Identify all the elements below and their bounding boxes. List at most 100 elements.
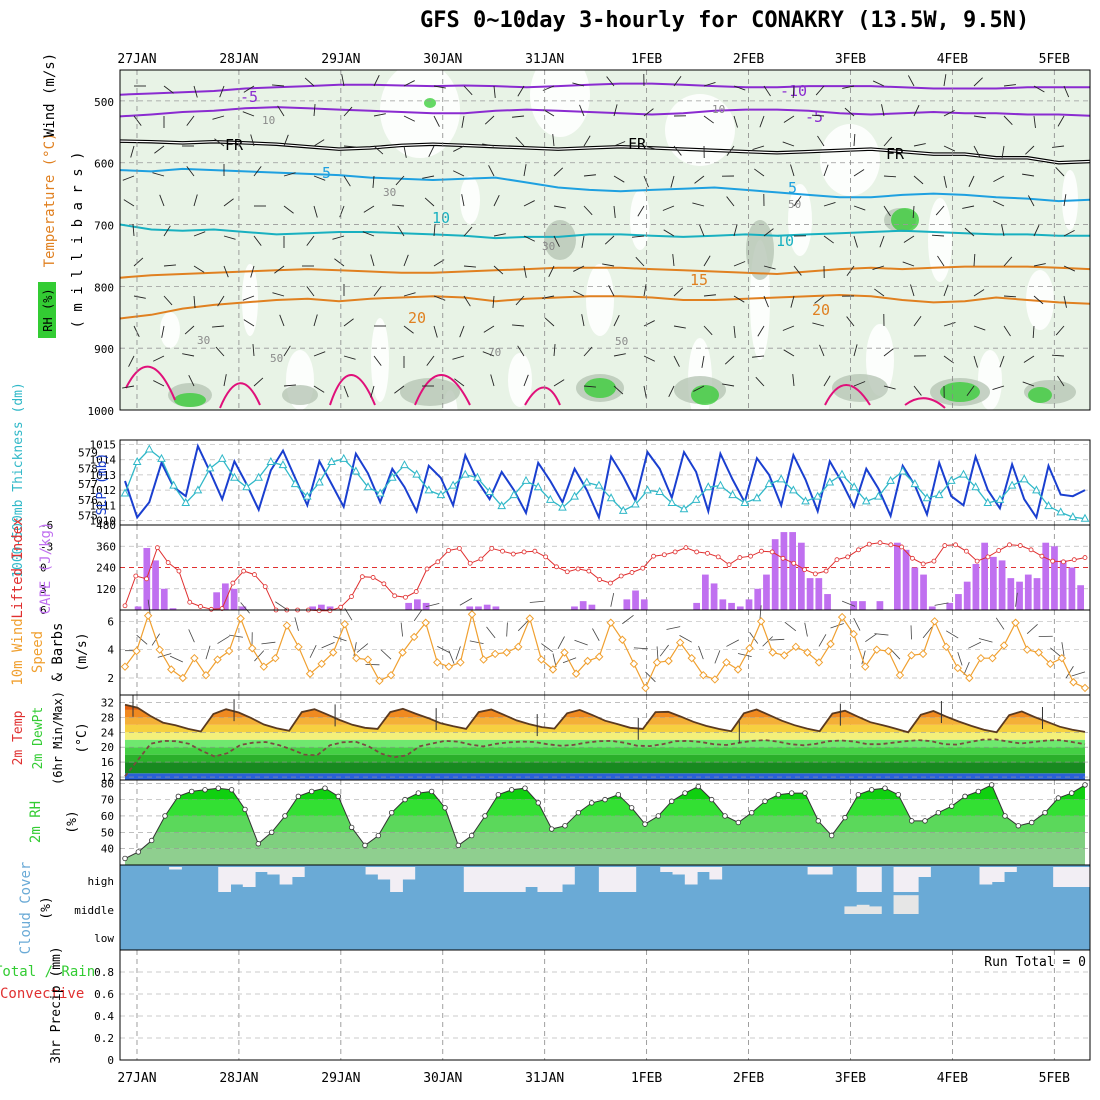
wind-barb — [515, 136, 525, 147]
thickness-marker — [752, 493, 762, 502]
wind-speed-marker — [710, 675, 720, 684]
rh-marker — [1028, 819, 1035, 826]
cape-bar — [876, 601, 884, 610]
wind-barb — [253, 235, 262, 246]
rh-marker — [735, 819, 742, 826]
wind-barb — [186, 166, 195, 177]
rh-band — [125, 848, 1085, 865]
wind-barb — [223, 235, 236, 240]
wind-barb — [943, 175, 947, 188]
wind-barb-10m — [1050, 647, 1062, 658]
wind-barb — [523, 200, 535, 207]
lifted-index-marker — [651, 553, 656, 559]
wind-barb — [602, 263, 615, 267]
slp-ytick: 1011 — [90, 499, 117, 512]
precip-ytick: 0.4 — [94, 1010, 114, 1023]
isotherm-label: 5 — [322, 164, 331, 182]
thickness-marker — [485, 486, 494, 495]
wind-barb — [424, 197, 435, 207]
lifted-index-marker — [769, 549, 775, 555]
rh-marker — [215, 785, 222, 791]
lifted-index-marker — [208, 606, 214, 612]
wind-barb — [403, 80, 415, 87]
date-label-bottom: 31JAN — [525, 1071, 564, 1086]
wind-barb — [693, 385, 705, 392]
thickness-marker — [813, 491, 822, 500]
rh2m-axis-label: 2m RH — [28, 801, 44, 843]
rh-marker — [788, 790, 795, 796]
wind-barb — [343, 355, 356, 360]
wind-barb — [913, 316, 922, 327]
wind-barb — [733, 295, 745, 303]
cloud-high-gap — [230, 867, 244, 885]
thickness-marker — [388, 472, 397, 481]
wind-barb — [755, 376, 765, 387]
rh-marker — [228, 787, 235, 793]
upper-air-ytick: 700 — [94, 220, 114, 233]
thickness-marker — [716, 480, 725, 489]
thickness-marker — [339, 453, 349, 462]
cloud-high-gap — [390, 867, 403, 892]
wind-barb — [733, 325, 736, 338]
wind-barb — [242, 295, 255, 301]
wind-barb — [250, 134, 255, 147]
lifted-index-marker — [521, 549, 527, 555]
rh-marker — [642, 821, 648, 827]
wind-barb — [872, 80, 885, 87]
rh-contour-label: 50 — [270, 352, 283, 365]
wind-speed-marker — [433, 658, 442, 667]
wind-barb — [733, 115, 738, 128]
thickness-marker — [801, 496, 810, 505]
rh-band — [125, 832, 1085, 849]
rh-dry-patch — [442, 390, 458, 450]
wind-barb — [283, 384, 296, 387]
cloud-high-gap — [488, 867, 502, 892]
rh-bands — [125, 784, 1085, 865]
wind-barb — [1033, 85, 1045, 93]
rh-marker — [602, 796, 608, 803]
wind-barb — [733, 261, 746, 267]
wind-unit-label: (m/s) — [75, 632, 90, 671]
cloud-high-gap — [856, 867, 870, 892]
rh-marker — [148, 837, 155, 844]
cloud-high-gap — [267, 867, 281, 875]
thickness-marker — [825, 477, 835, 486]
cloud-high-gap — [537, 867, 551, 892]
wind-speed-marker — [953, 663, 962, 673]
rh-marker — [775, 792, 782, 798]
slp-ytick: 1013 — [90, 469, 117, 482]
lifted-index-marker — [985, 554, 991, 560]
wind-barb — [999, 355, 1005, 368]
wind-barb — [193, 231, 206, 237]
rh-marker — [162, 813, 168, 819]
wind-barb — [931, 234, 945, 237]
wind-barb — [403, 292, 416, 297]
rh-marker — [188, 788, 195, 795]
wind-barb — [453, 170, 465, 177]
cape-bar — [466, 606, 474, 610]
thickness-marker — [254, 472, 264, 481]
lifted-index-marker — [359, 574, 365, 580]
wind-barb — [793, 265, 802, 276]
wind-barb — [670, 175, 675, 188]
wind-barb — [370, 385, 375, 398]
wind-barb — [573, 265, 585, 272]
isotherm--5 — [119, 106, 1091, 118]
wind-barb — [433, 224, 436, 237]
cloud-level-label: middle — [74, 904, 114, 917]
wind-speed-marker — [1046, 659, 1055, 669]
thickness-marker — [181, 497, 191, 506]
cape-ytick: 240 — [96, 562, 116, 575]
thickness-marker — [545, 494, 555, 503]
thickness-marker — [582, 477, 592, 486]
rh-contour-label: 10 — [712, 103, 725, 116]
lifted-index-marker — [543, 554, 549, 560]
wind-barb — [635, 256, 645, 267]
wind-barb-10m — [437, 646, 450, 654]
rh-wet-patch — [584, 378, 616, 398]
lifted-index-marker — [338, 604, 344, 610]
lifted-index-marker — [187, 599, 193, 605]
lifted-index-marker — [413, 589, 419, 594]
cape-bar — [588, 604, 596, 610]
wind-barb — [573, 290, 585, 297]
